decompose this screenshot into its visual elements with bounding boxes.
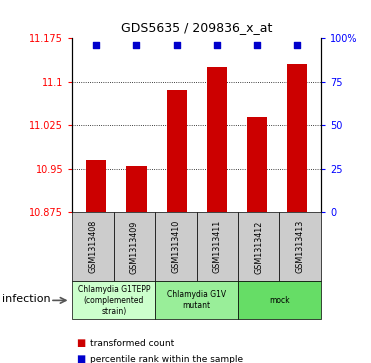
Text: ■: ■ <box>76 354 85 363</box>
Point <box>93 42 99 48</box>
Bar <box>207 67 227 212</box>
Text: GSM1313411: GSM1313411 <box>213 220 222 273</box>
Bar <box>86 160 106 212</box>
Text: Chlamydia G1V
mutant: Chlamydia G1V mutant <box>167 290 226 310</box>
Text: percentile rank within the sample: percentile rank within the sample <box>90 355 243 363</box>
Text: transformed count: transformed count <box>90 339 174 347</box>
Text: mock: mock <box>269 296 290 305</box>
Text: GSM1313409: GSM1313409 <box>130 220 139 274</box>
Text: GSM1313410: GSM1313410 <box>171 220 180 273</box>
Text: Chlamydia G1TEPP
(complemented
strain): Chlamydia G1TEPP (complemented strain) <box>78 285 150 316</box>
Text: GSM1313412: GSM1313412 <box>254 220 263 274</box>
Title: GDS5635 / 209836_x_at: GDS5635 / 209836_x_at <box>121 21 272 34</box>
Point <box>174 42 180 48</box>
Bar <box>167 90 187 212</box>
Bar <box>287 64 307 212</box>
Point <box>254 42 260 48</box>
Text: GSM1313413: GSM1313413 <box>296 220 305 273</box>
Text: ■: ■ <box>76 338 85 348</box>
Bar <box>127 166 147 212</box>
Point <box>214 42 220 48</box>
Text: infection: infection <box>2 294 50 303</box>
Point <box>134 42 139 48</box>
Point <box>294 42 300 48</box>
Bar <box>247 117 267 212</box>
Text: GSM1313408: GSM1313408 <box>89 220 98 273</box>
